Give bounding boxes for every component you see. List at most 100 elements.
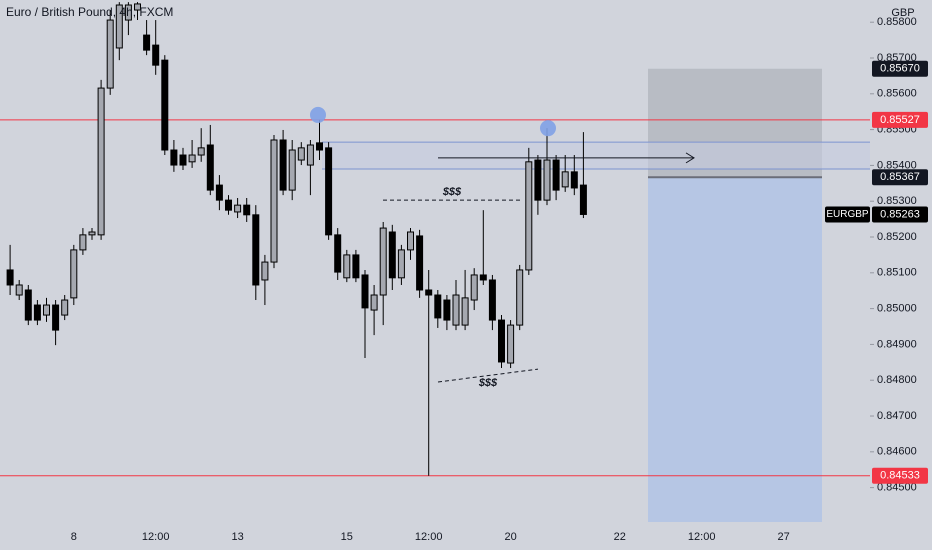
y-tick-label: 0.85300	[877, 195, 917, 207]
liquidity-line	[437, 368, 539, 383]
candle-body	[316, 142, 323, 151]
supply-zone	[322, 142, 870, 169]
candle-body	[361, 274, 369, 309]
back-layer	[0, 21, 874, 522]
last-price-badge	[872, 206, 928, 223]
candle-body	[43, 304, 50, 316]
x-tick-label: 27	[777, 531, 789, 543]
candle-body	[70, 249, 78, 299]
candle-body	[225, 199, 232, 211]
candle-body	[215, 184, 223, 201]
candle-body	[143, 34, 151, 51]
candle-body	[297, 147, 305, 161]
y-tick-label: 0.84900	[877, 338, 917, 350]
candle-body	[443, 299, 451, 321]
level-badge	[872, 467, 928, 484]
candle-body	[79, 234, 87, 251]
candle-body	[325, 147, 333, 236]
candle-body	[106, 19, 114, 89]
liquidity-label: $$$	[442, 186, 462, 198]
x-tick-label: 15	[341, 531, 353, 543]
y-tick-label: 0.84800	[877, 374, 917, 386]
candle-body	[188, 154, 196, 163]
candle-body	[470, 274, 478, 301]
candle-body	[124, 4, 132, 21]
candle-body	[306, 144, 314, 166]
candle-body	[516, 269, 524, 326]
symbol-badge	[825, 206, 870, 223]
x-tick-label: 12:00	[415, 531, 443, 543]
stop-zone	[648, 177, 822, 522]
candle-body	[24, 289, 32, 321]
marker	[310, 106, 326, 123]
candle-body	[552, 159, 560, 191]
level-badge	[872, 111, 928, 128]
candle-body	[334, 234, 342, 273]
candle-body	[534, 159, 542, 201]
candle-body	[279, 139, 287, 191]
position-label: 0.85670	[880, 63, 920, 75]
y-tick-label: 0.85800	[877, 16, 917, 28]
candle-body	[33, 304, 41, 321]
candle-body	[170, 149, 178, 166]
y-tick-label: 0.85100	[877, 267, 917, 279]
candle-body	[543, 159, 551, 201]
candle-body	[579, 184, 587, 215]
candle-body	[270, 139, 278, 263]
y-tick-label: 0.84700	[877, 410, 917, 422]
y-tick-label: 0.85400	[877, 159, 917, 171]
position-label: 0.85367	[880, 171, 920, 183]
candle-body	[179, 154, 187, 166]
liquidity-label: $$$	[478, 377, 498, 389]
last-price-label: 0.85263	[880, 208, 920, 220]
candle-body	[152, 44, 160, 66]
symbol-label: EURGBP	[826, 209, 869, 220]
x-tick-label: 12:00	[688, 531, 716, 543]
candle-body	[488, 279, 496, 321]
candle-body	[379, 227, 387, 296]
candle-body	[407, 231, 414, 251]
candle-body	[498, 319, 505, 363]
candle-body	[452, 294, 460, 326]
candle-body	[507, 324, 515, 364]
candle-body	[234, 204, 242, 213]
chart-title: Euro / British Pound, 4h, FXCM	[6, 5, 173, 19]
candle-body	[197, 147, 205, 156]
candle-body	[115, 4, 123, 49]
candle-body	[206, 144, 214, 191]
candle-body	[6, 269, 14, 286]
candle-body	[15, 284, 23, 296]
candle-body	[343, 254, 351, 279]
candle-body	[252, 214, 260, 286]
level-label: 0.84533	[880, 470, 920, 482]
candle-body	[288, 149, 296, 191]
candle-body	[61, 299, 69, 316]
candle-body	[388, 231, 396, 279]
candle-body	[88, 231, 96, 236]
candle-body	[261, 261, 269, 281]
x-tick-label: 13	[231, 531, 243, 543]
candle-body	[461, 297, 469, 326]
candle-body	[479, 274, 487, 281]
candle-body	[243, 204, 251, 216]
marker	[540, 120, 556, 137]
arrow-head	[685, 152, 695, 164]
candle-body	[425, 289, 433, 296]
candle-body	[352, 254, 360, 279]
candle-body	[52, 304, 60, 331]
y-tick-label: 0.85200	[877, 231, 917, 243]
x-tick-label: 12:00	[142, 531, 170, 543]
candle-body	[161, 59, 169, 151]
position-badge	[872, 169, 928, 186]
y-tick-label: 0.85600	[877, 88, 917, 100]
y-tick-label: 0.84500	[877, 482, 917, 494]
candle-body	[134, 3, 141, 11]
y-tick-label: 0.84600	[877, 446, 917, 458]
x-tick-label: 20	[504, 531, 516, 543]
candle-body	[525, 161, 533, 271]
candles	[6, 2, 587, 476]
currency: GBP	[891, 7, 914, 19]
candle-body	[570, 171, 578, 189]
candle-body	[370, 294, 378, 311]
